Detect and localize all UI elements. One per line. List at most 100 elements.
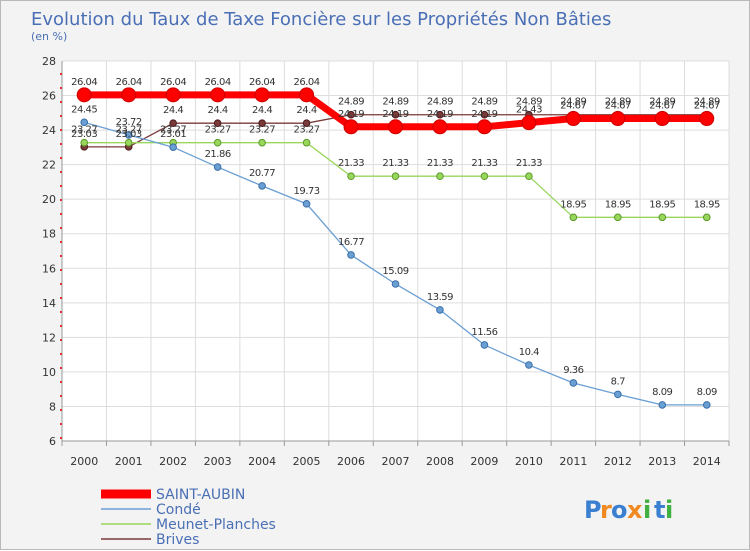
data-label: 24.89 [649,97,675,108]
data-label: 8.09 [697,387,717,398]
data-label: 23.72 [116,117,142,128]
data-label: 24.19 [471,109,497,120]
logo-letter: P [584,496,602,524]
axis-red-dot [60,339,62,341]
data-point [347,251,355,259]
data-point [654,111,670,127]
axis-red-dot [60,171,62,173]
x-tick-label: 2007 [382,455,410,468]
x-tick-label: 2014 [693,455,721,468]
data-label: 23.27 [116,125,142,136]
data-point [347,110,355,119]
data-label: 19.73 [293,186,319,197]
x-tick-label: 2012 [604,455,632,468]
x-tick-label: 2013 [648,455,676,468]
data-point [480,341,489,349]
data-label: 24.19 [382,109,408,120]
data-point [124,138,133,147]
data-point [80,138,89,147]
legend-label: Condé [156,502,201,518]
data-label: 18.95 [694,199,720,210]
data-label: 24.4 [163,105,183,116]
data-point [521,115,537,131]
data-label: 23.27 [71,125,97,136]
logo-letter: i [665,496,673,524]
legend-label: Brives [156,532,199,548]
data-point [169,119,177,127]
data-label: 26.04 [249,77,275,88]
axis-red-dot [60,283,62,285]
axis-red-dot [60,297,62,299]
logo-letter: o [611,496,628,524]
data-label: 15.09 [382,266,408,277]
data-label: 24.67 [649,101,675,112]
data-label: 24.19 [338,109,364,120]
legend-label: SAINT-AUBIN [156,487,245,503]
data-point [525,361,533,369]
x-tick-label: 2008 [426,455,454,468]
data-label: 16.77 [338,237,364,248]
data-label: 13.59 [427,292,453,303]
legend-label: Meunet-Planches [156,517,276,533]
data-label: 11.56 [471,327,497,338]
data-point [569,213,578,222]
data-point [436,172,444,181]
axis-red-dot [60,381,62,383]
data-label: 26.04 [116,77,142,88]
axis-red-dot [60,409,62,411]
data-point [254,87,270,103]
data-label: 23.27 [249,125,275,136]
axis-red-dot [60,115,62,117]
axis-red-dot [60,255,62,257]
data-point [258,182,266,190]
axis-red-dot [60,73,62,75]
logo-letter: r [600,496,612,524]
data-label: 24.43 [516,105,542,116]
axis-red-dot [60,227,62,229]
data-point [347,172,355,181]
x-tick-label: 2001 [115,455,143,468]
data-label: 24.89 [516,97,542,108]
y-tick-label: 24 [42,124,56,137]
data-point [525,172,533,181]
chart-title: Evolution du Taux de Taxe Foncière sur l… [31,9,611,30]
data-label: 18.95 [649,199,675,210]
data-point [302,138,311,147]
data-point [258,138,266,147]
proxiti-logo: Pr o x i t i [584,496,673,524]
data-point [699,111,715,127]
data-label: 24.67 [560,101,586,112]
data-label: 26.04 [160,77,186,88]
data-point [76,87,92,103]
data-label: 21.33 [516,158,542,169]
x-tick-label: 2004 [248,455,276,468]
data-label: 23.27 [205,125,231,136]
data-label: 24.45 [71,104,97,115]
data-label: 18.95 [560,199,586,210]
axis-red-dot [60,367,62,369]
x-tick-label: 2006 [337,455,365,468]
data-label: 24.89 [605,97,631,108]
data-point [302,200,311,208]
data-point [165,87,181,103]
data-label: 26.04 [293,77,319,88]
data-point [391,110,400,119]
axis-red-dot [60,353,62,355]
y-tick-label: 16 [42,262,56,275]
data-label: 24.89 [382,97,408,108]
data-label: 26.04 [205,77,231,88]
x-tick-label: 2000 [70,455,98,468]
axis-red-dot [60,101,62,103]
axis-red-dot [60,395,62,397]
logo-letter: x [627,496,643,524]
data-point [614,390,622,399]
data-point [391,280,400,288]
data-point [343,119,359,135]
data-point [702,213,711,222]
axis-red-dot [60,269,62,271]
data-point [169,143,177,151]
data-label: 21.33 [382,158,408,169]
x-tick-label: 2002 [159,455,187,468]
